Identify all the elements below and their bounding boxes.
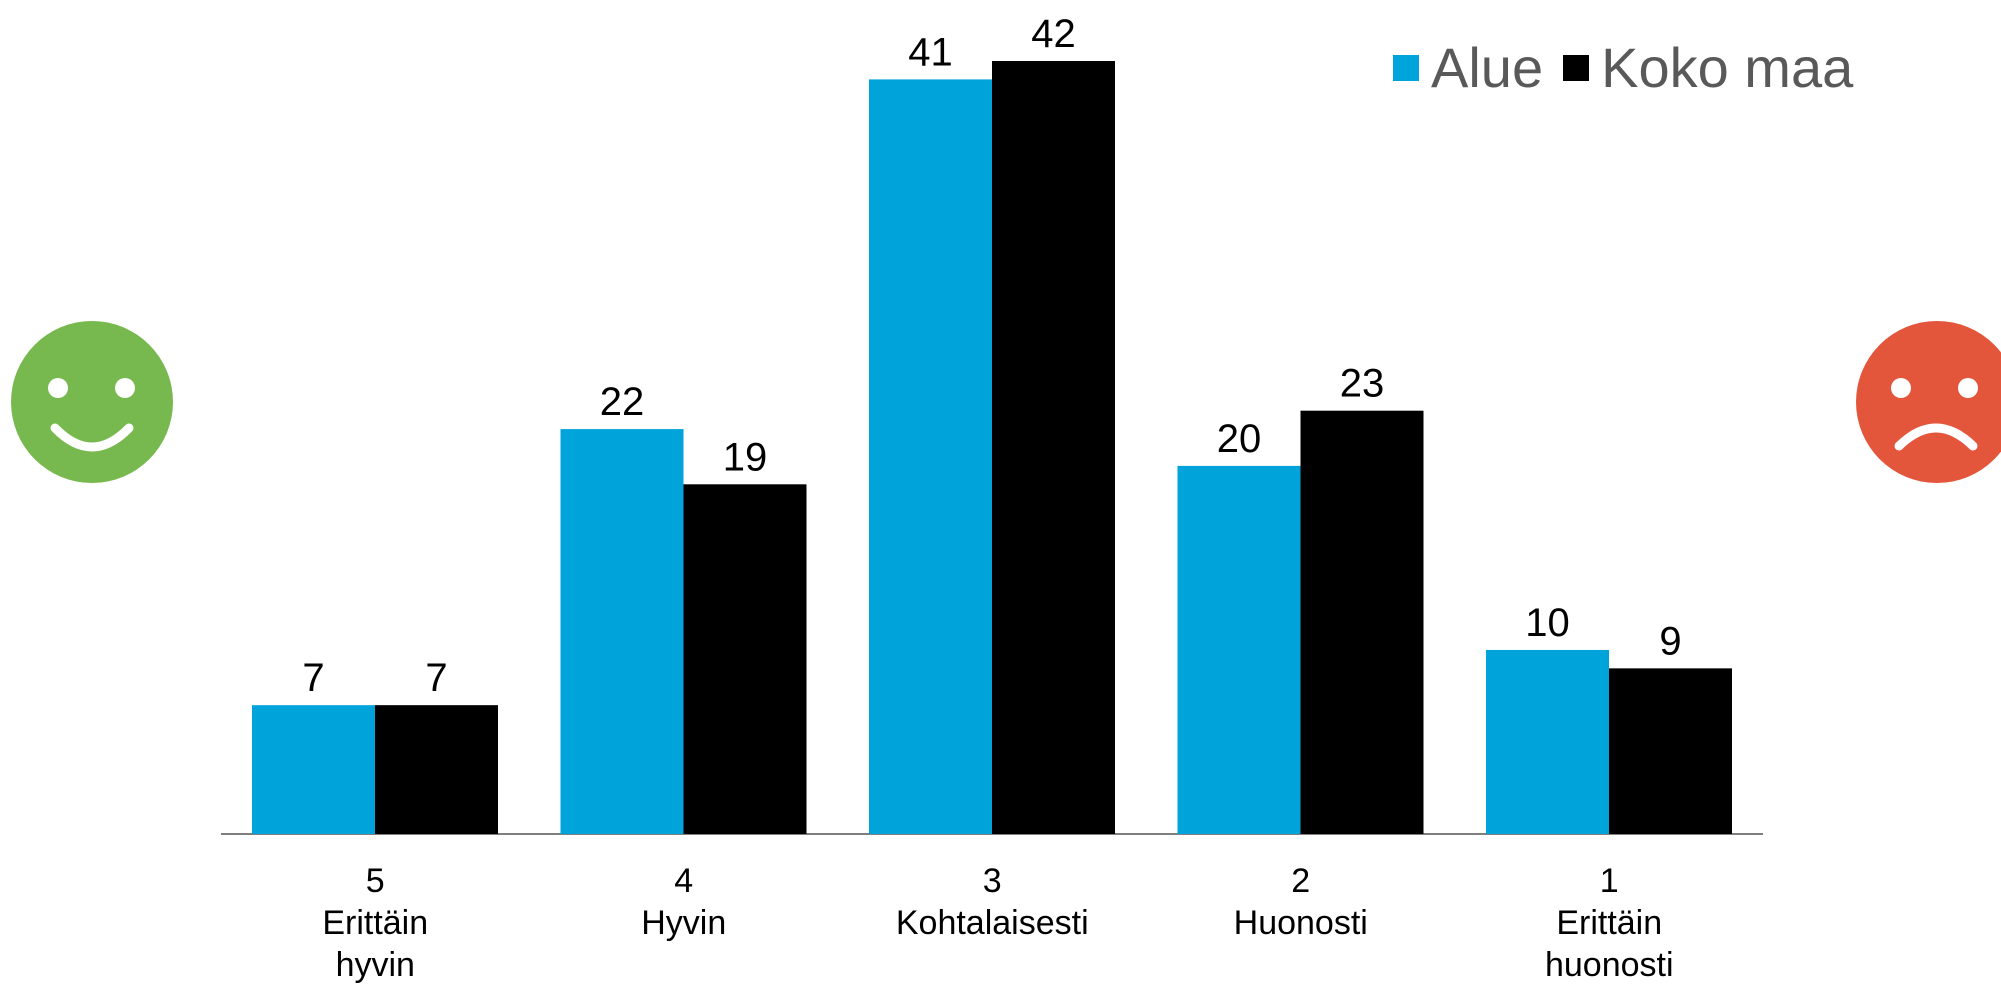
bar-alue-2 xyxy=(1177,465,1301,834)
x-tick-number: 1 xyxy=(1600,862,1619,900)
data-label: 20 xyxy=(1217,417,1262,461)
bar-alue-3 xyxy=(869,79,992,834)
legend-swatch-alue xyxy=(1393,55,1419,81)
x-tick-text: Kohtalaisesti xyxy=(896,904,1089,942)
x-tick-text: huonosti xyxy=(1545,946,1674,983)
legend-label-koko-maa: Koko maa xyxy=(1601,36,1854,99)
x-tick-number: 5 xyxy=(366,862,385,900)
legend-label-alue: Alue xyxy=(1431,36,1544,99)
data-label: 41 xyxy=(908,30,953,74)
x-tick-label-2: 2 Huonosti xyxy=(1234,862,1368,942)
x-tick-text: Hyvin xyxy=(641,904,726,942)
data-label: 22 xyxy=(600,380,645,424)
bar-alue-4 xyxy=(560,429,684,834)
data-label: 9 xyxy=(1659,619,1681,663)
data-label: 42 xyxy=(1031,12,1076,56)
x-tick-text: hyvin xyxy=(336,946,415,983)
x-tick-label-1: 1 Erittäin huonosti xyxy=(1545,862,1674,984)
data-label: 7 xyxy=(302,656,324,700)
legend-item-koko-maa: Koko maa xyxy=(1563,38,1853,98)
data-label: 7 xyxy=(425,656,447,700)
x-tick-text: Erittäin xyxy=(322,904,428,942)
smiley-sad-icon xyxy=(1856,321,2001,483)
x-tick-text: Erittäin xyxy=(1556,904,1662,942)
legend-swatch-koko-maa xyxy=(1563,55,1590,81)
bar-alue-1 xyxy=(1486,649,1609,834)
x-tick-label-4: 4 Hyvin xyxy=(641,862,726,942)
x-tick-label-3: 3 Kohtalaisesti xyxy=(896,862,1089,942)
smiley-happy-icon xyxy=(11,321,173,483)
bar-koko-maa-4 xyxy=(683,484,807,834)
bar-koko-maa-3 xyxy=(992,61,1115,834)
bar-koko-maa-5 xyxy=(375,705,498,834)
data-label: 23 xyxy=(1340,362,1385,406)
x-tick-number: 4 xyxy=(674,862,693,900)
bar-alue-5 xyxy=(252,705,375,834)
legend-item-alue: Alue xyxy=(1393,38,1543,98)
data-label: 19 xyxy=(723,435,768,479)
x-tick-number: 2 xyxy=(1291,862,1310,900)
x-tick-number: 3 xyxy=(983,862,1002,900)
x-tick-label-5: 5 Erittäin hyvin xyxy=(322,862,428,984)
x-tick-text: Huonosti xyxy=(1234,904,1368,942)
bar-koko-maa-2 xyxy=(1300,410,1424,834)
data-label: 10 xyxy=(1525,601,1570,645)
bar-koko-maa-1 xyxy=(1609,668,1732,834)
legend: Alue Koko maa xyxy=(1393,38,1873,98)
